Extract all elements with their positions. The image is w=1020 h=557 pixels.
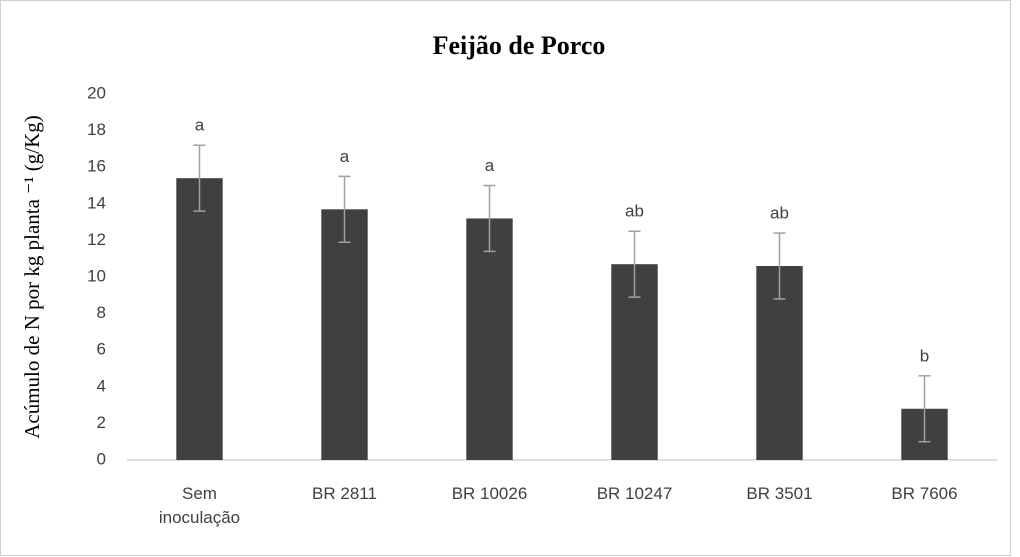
y-tick-label: 2 [97,413,106,432]
y-tick-label: 20 [87,83,106,102]
x-tick-label: BR 2811 [312,484,377,503]
significance-label: ab [770,204,789,223]
y-tick-label: 0 [97,449,106,468]
y-tick-label: 16 [87,157,106,176]
y-tick-label: 8 [97,303,106,322]
significance-label: ab [625,202,644,221]
y-tick-label: 14 [87,193,106,212]
y-tick-label: 10 [87,266,106,285]
x-tick-label: BR 10026 [451,484,528,503]
chart-title: Feijão de Porco [433,31,606,60]
significance-label: a [340,147,350,166]
y-tick-label: 4 [97,376,106,395]
x-tick-label: BR 7606 [891,484,958,503]
y-tick-label: 6 [97,340,106,359]
y-tick-label: 12 [87,230,106,249]
significance-label: a [485,156,495,175]
bar [466,218,513,460]
y-axis-label: Acúmulo de N por kg planta ⁻¹ (g/Kg) [20,115,44,439]
x-tick-label: BR 10247 [596,484,673,503]
bar [176,178,223,460]
bar [321,209,368,460]
x-tick-label: Sem inoculação [158,484,241,527]
x-tick-label: BR 3501 [746,484,813,503]
significance-label: a [195,116,205,135]
y-tick-label: 18 [87,120,106,139]
significance-label: b [920,346,929,365]
